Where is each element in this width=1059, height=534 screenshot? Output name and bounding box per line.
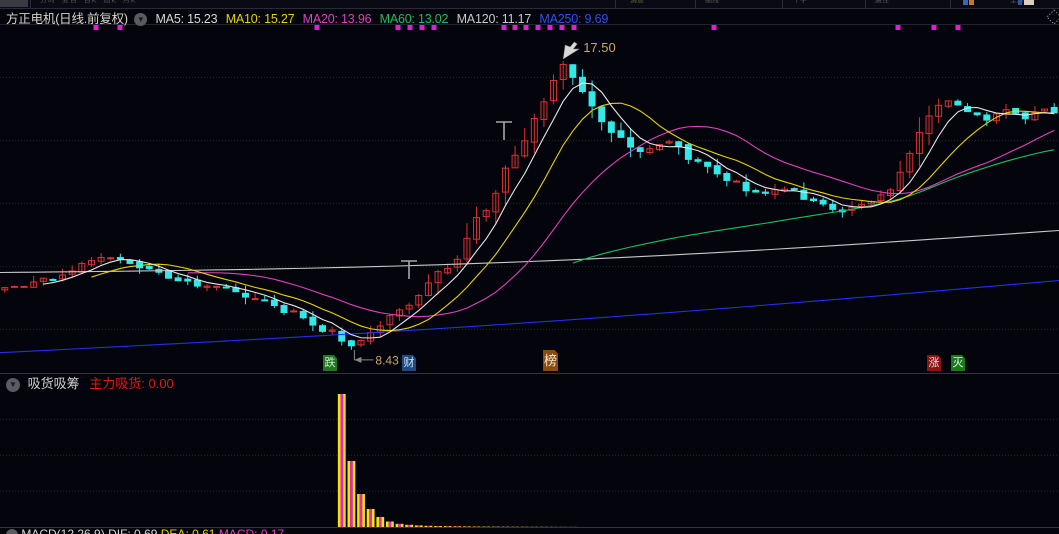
svg-text:17.50: 17.50: [583, 40, 616, 55]
svg-text:8.43: 8.43: [375, 353, 399, 367]
